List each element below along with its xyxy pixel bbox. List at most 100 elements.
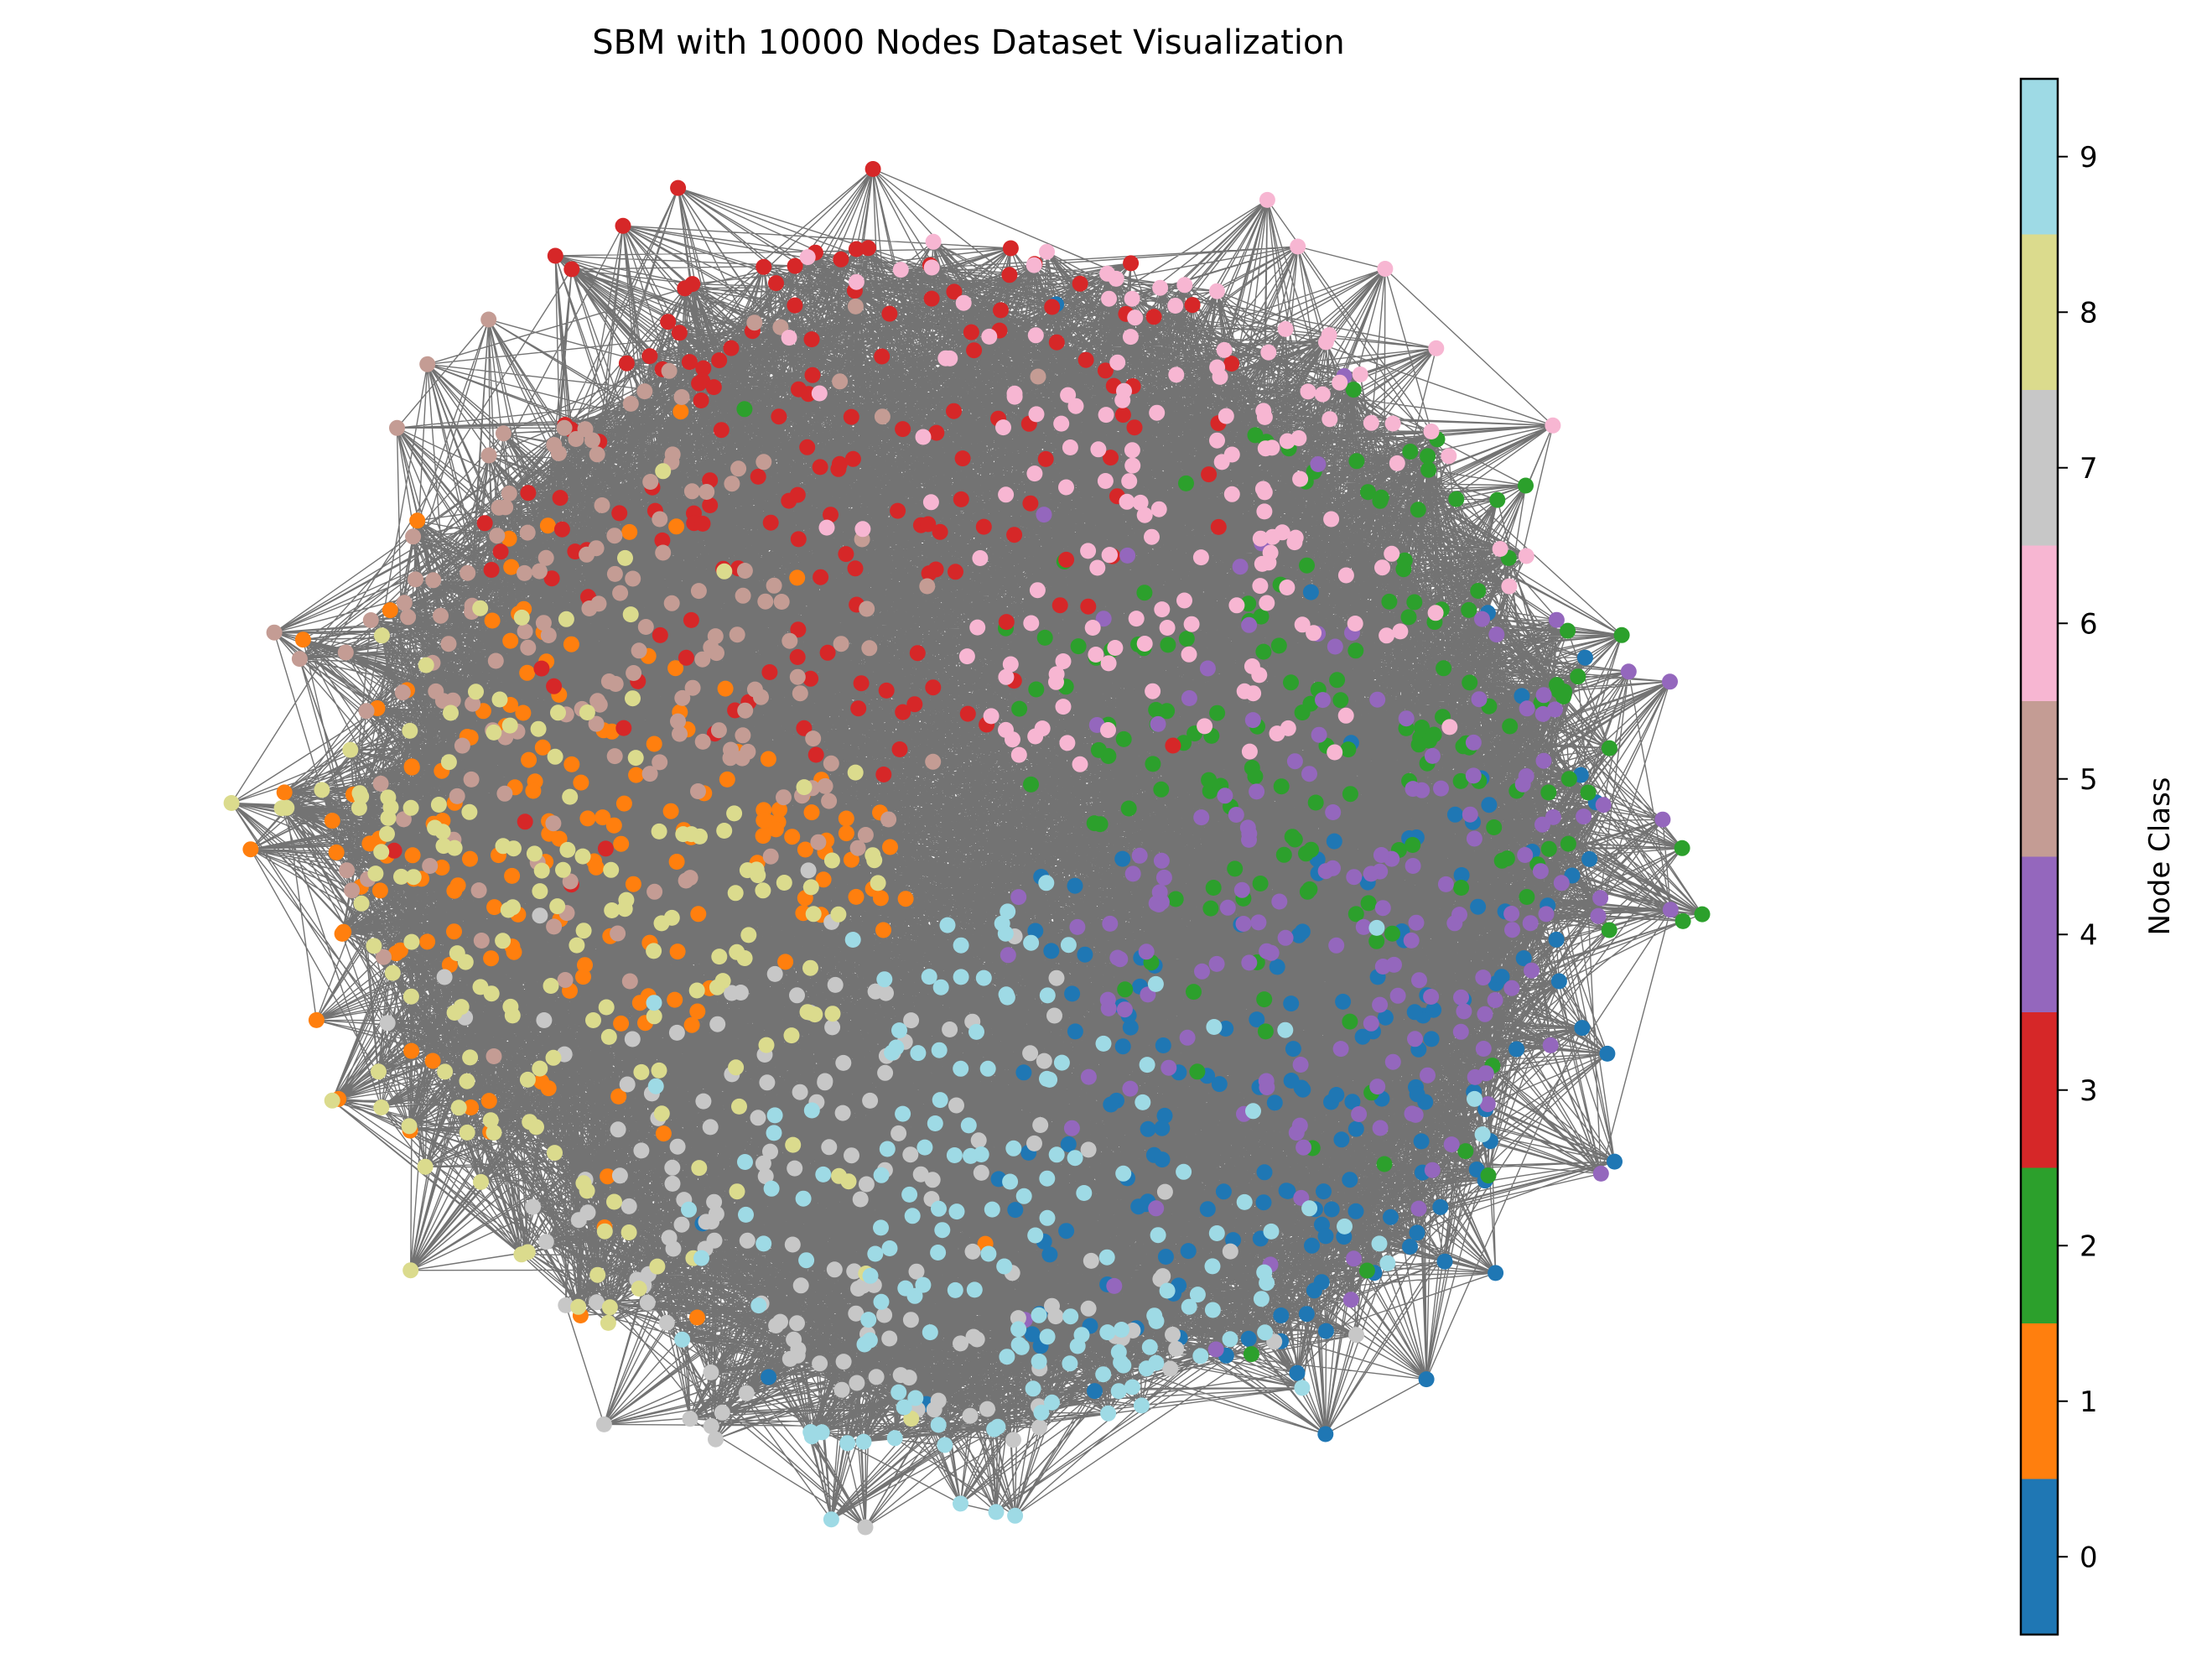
graph-node-class-4 <box>1504 922 1520 938</box>
graph-node-class-4 <box>1333 1041 1349 1057</box>
graph-node-class-2 <box>1486 819 1502 835</box>
graph-node-class-5 <box>449 788 465 804</box>
graph-node-class-7 <box>877 1065 893 1081</box>
graph-node-class-8 <box>797 779 813 795</box>
graph-node-class-4 <box>1523 915 1539 931</box>
graph-node-class-8 <box>600 1315 616 1331</box>
graph-node-class-6 <box>1242 744 1258 760</box>
graph-node-class-0 <box>1437 1254 1453 1270</box>
graph-node-class-4 <box>1545 809 1561 825</box>
graph-node-class-6 <box>849 274 865 290</box>
graph-node-class-4 <box>1654 812 1670 828</box>
graph-node-class-7 <box>836 1354 852 1370</box>
graph-node-class-0 <box>1488 1265 1503 1281</box>
colorbar-tick-label-2: 2 <box>2080 1229 2098 1263</box>
graph-node-class-6 <box>1389 455 1405 471</box>
graph-node-class-4 <box>1405 1105 1420 1121</box>
graph-node-class-6 <box>1428 605 1444 621</box>
graph-node-class-6 <box>1102 547 1118 563</box>
graph-node-class-5 <box>674 389 690 405</box>
graph-node-class-7 <box>610 1121 626 1137</box>
graph-node-class-0 <box>1257 1164 1273 1180</box>
graph-node-class-1 <box>718 681 734 697</box>
graph-node-class-2 <box>1410 502 1426 517</box>
graph-node-class-1 <box>839 825 854 841</box>
graph-node-class-8 <box>628 750 644 766</box>
graph-node-class-9 <box>953 1061 968 1077</box>
graph-node-class-6 <box>984 708 1000 724</box>
graph-node-class-5 <box>724 476 740 491</box>
graph-node-class-9 <box>804 1103 820 1119</box>
graph-node-class-4 <box>1180 1030 1196 1046</box>
graph-node-class-7 <box>834 1382 850 1398</box>
colorbar: 0123456789 Node Class <box>2021 79 2177 1635</box>
graph-node-class-4 <box>1596 797 1612 813</box>
colorbar-segment-9 <box>2021 79 2058 235</box>
graph-node-class-9 <box>1337 1219 1353 1235</box>
graph-node-class-6 <box>1176 277 1192 293</box>
graph-node-class-4 <box>1156 870 1172 886</box>
graph-node-class-3 <box>1078 352 1094 368</box>
graph-node-class-8 <box>602 1299 618 1315</box>
graph-node-class-7 <box>674 1217 690 1233</box>
graph-node-class-5 <box>422 858 438 874</box>
graph-node-class-6 <box>1209 283 1225 299</box>
graph-node-class-8 <box>431 797 447 813</box>
graph-node-class-0 <box>1407 1004 1423 1020</box>
graph-node-class-6 <box>1026 465 1042 481</box>
graph-node-class-2 <box>1436 660 1451 676</box>
graph-node-class-9 <box>1264 1224 1280 1240</box>
graph-node-class-7 <box>1165 1327 1181 1343</box>
graph-node-class-8 <box>385 965 401 981</box>
graph-node-class-3 <box>820 645 836 661</box>
graph-node-class-1 <box>540 517 556 533</box>
graph-node-class-4 <box>1233 559 1249 574</box>
graph-node-class-6 <box>1003 657 1019 673</box>
graph-node-class-6 <box>1327 745 1342 761</box>
graph-node-class-8 <box>534 863 550 879</box>
graph-node-class-6 <box>1053 416 1069 432</box>
colorbar-tick-label-0: 0 <box>2080 1541 2098 1574</box>
graph-node-class-9 <box>1054 1055 1070 1071</box>
graph-node-class-8 <box>472 600 488 616</box>
graph-node-class-8 <box>728 885 744 901</box>
graph-node-class-8 <box>559 842 575 858</box>
graph-node-class-9 <box>1007 1508 1023 1524</box>
graph-node-class-1 <box>626 876 641 892</box>
graph-node-class-6 <box>1028 327 1044 343</box>
graph-node-class-6 <box>1101 655 1117 671</box>
graph-node-class-0 <box>1318 1323 1334 1339</box>
graph-node-class-8 <box>621 1224 637 1240</box>
colorbar-tick-label-5: 5 <box>2080 763 2098 797</box>
graph-node-class-1 <box>563 756 579 772</box>
graph-node-class-4 <box>1543 1037 1559 1053</box>
graph-node-class-7 <box>625 1032 641 1047</box>
graph-node-class-4 <box>1259 1079 1275 1095</box>
graph-node-class-4 <box>1328 938 1344 954</box>
graph-node-class-4 <box>1236 916 1252 932</box>
graph-node-class-6 <box>1049 666 1065 682</box>
graph-node-class-6 <box>1260 554 1276 570</box>
graph-node-class-4 <box>1289 1125 1305 1141</box>
graph-node-class-3 <box>598 840 614 856</box>
graph-node-class-9 <box>947 1147 963 1163</box>
graph-node-class-9 <box>1096 1036 1112 1052</box>
graph-node-class-6 <box>926 234 942 250</box>
graph-node-class-5 <box>520 640 536 656</box>
colorbar-segment-2 <box>2021 1168 2058 1324</box>
graph-node-class-4 <box>1310 456 1326 472</box>
graph-node-class-9 <box>1160 1283 1176 1299</box>
graph-node-class-4 <box>1301 766 1317 782</box>
graph-node-class-2 <box>1121 801 1137 817</box>
graph-node-class-5 <box>763 849 779 865</box>
graph-node-class-5 <box>880 812 896 828</box>
graph-node-class-1 <box>875 923 891 938</box>
graph-node-class-4 <box>1064 1120 1080 1136</box>
graph-node-class-4 <box>1122 1081 1138 1097</box>
graph-node-class-5 <box>373 776 389 792</box>
graph-node-class-2 <box>1011 701 1027 717</box>
graph-node-class-0 <box>1270 959 1285 975</box>
graph-node-class-6 <box>1124 458 1140 474</box>
graph-node-class-8 <box>461 804 477 820</box>
graph-node-class-3 <box>787 298 802 314</box>
